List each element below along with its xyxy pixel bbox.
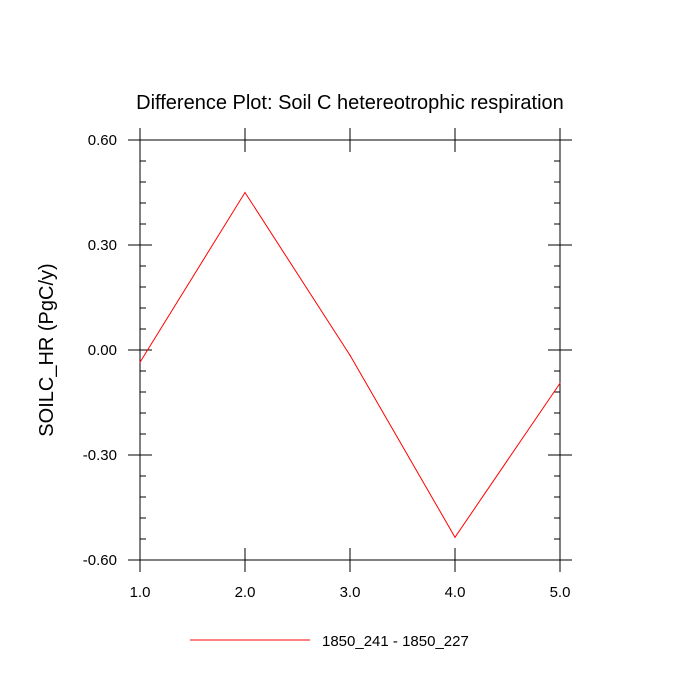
y-tick-label: -0.30 [83, 447, 117, 464]
y-tick-labels: -0.60 -0.30 0.00 0.30 0.60 [83, 132, 117, 569]
data-point [244, 191, 246, 194]
x-tick-label: 1.0 [130, 584, 151, 601]
series-line [139, 191, 561, 539]
data-point [559, 382, 561, 384]
chart-title: Difference Plot: Soil C hetereotrophic r… [136, 92, 564, 114]
axis-ticks [128, 128, 572, 572]
y-tick-label: 0.30 [88, 237, 117, 254]
series-layer [139, 191, 561, 539]
x-tick-labels: 1.0 2.0 3.0 4.0 5.0 [130, 584, 571, 601]
legend-label: 1850_241 - 1850_227 [322, 633, 469, 650]
x-tick-label: 4.0 [445, 584, 466, 601]
y-tick-label: 0.00 [88, 342, 117, 359]
x-tick-label: 5.0 [550, 584, 571, 601]
y-axis-label: SOILC_HR (PgC/y) [36, 263, 58, 436]
plot-frame [139, 139, 561, 561]
x-tick-label: 3.0 [340, 584, 361, 601]
data-point [454, 536, 456, 538]
y-tick-label: 0.60 [88, 132, 117, 149]
data-point [139, 361, 141, 363]
legend: 1850_241 - 1850_227 [190, 633, 469, 650]
data-point [349, 354, 351, 356]
y-tick-label: -0.60 [83, 552, 117, 569]
x-tick-label: 2.0 [235, 584, 256, 601]
